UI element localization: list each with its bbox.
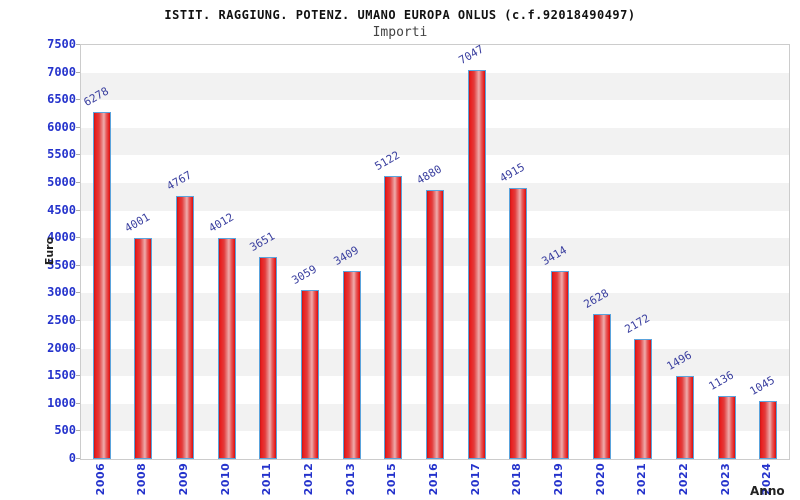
x-tick-label-2016: 2016 [427,462,440,496]
y-tick-label: 2500 [47,313,76,327]
y-tick-label: 1000 [47,395,76,410]
bar-2006 [92,112,111,459]
y-tick-mark [76,237,80,239]
y-tick-mark [76,264,80,266]
bar-2022 [675,376,694,459]
bar-2009 [176,195,195,459]
y-tick-mark [76,44,80,45]
x-tick-label-2023: 2023 [718,462,732,496]
y-tick-label: 3500 [47,257,76,272]
chart-subtitle: Importi [372,25,428,40]
bar-2020 [592,313,611,459]
plot-area: 6278 4001 4767 4012 3651 3059 3409 5122 4880 7047… [80,42,790,460]
bar-2024 [759,401,778,459]
y-tick-mark [76,292,80,294]
y-tick-mark [76,154,80,156]
y-tick-label: 3000 [47,285,76,300]
bar-2021 [634,339,653,459]
grid-band [81,72,789,101]
x-tick-label-2022: 2022 [676,462,690,496]
y-tick-mark [76,209,80,211]
bar-2023 [717,396,736,459]
y-tick-label: 5500 [47,147,76,162]
y-tick-label: 6500 [47,92,76,107]
chart-title: ISTIT. RAGGIUNG. POTENZ. UMANO EUROPA ON… [164,8,636,22]
y-tick-mark [76,99,80,101]
x-tick-label-2011: 2011 [260,462,274,496]
bar-2019 [550,270,569,459]
y-tick-label: 500 [54,423,76,438]
y-tick-mark [76,71,80,73]
x-tick-label-2008: 2008 [135,462,149,496]
y-tick-label: 1500 [47,368,76,383]
y-tick-mark [76,402,80,404]
bar-2008 [134,238,153,459]
bar-2010 [217,237,236,459]
x-tick-label-2010: 2010 [218,462,232,496]
x-tick-label-2012: 2012 [302,462,316,496]
y-tick-label: 0 [68,451,76,465]
x-tick-label-2017: 2017 [468,462,482,496]
x-axis-title: Anno [750,484,785,498]
bar-2011 [259,257,278,459]
bar-2017 [467,70,486,459]
bar-2016 [426,189,444,459]
grid-band [81,155,789,183]
y-tick-mark [76,430,80,432]
y-tick-mark [76,320,80,321]
grid-band [81,100,789,128]
grid-band [81,127,789,156]
y-tick-mark [76,182,80,183]
y-tick-label: 2000 [47,340,76,355]
x-tick-label-2006: 2006 [93,462,107,496]
y-tick-mark [76,347,80,349]
y-tick-mark [76,375,80,377]
bar-2012 [301,290,320,459]
x-tick-label-2009: 2009 [177,462,191,496]
x-tick-label-2015: 2015 [385,462,399,496]
y-tick-label: 7500 [47,37,76,51]
x-tick-label-2020: 2020 [593,462,607,496]
y-tick-label: 5000 [47,175,76,189]
y-tick-mark [76,458,80,459]
bar-2013 [342,270,361,459]
y-axis-title: Euro [43,236,56,266]
x-tick-label-2021: 2021 [635,462,649,496]
grid-band [81,45,789,73]
x-tick-label-2013: 2013 [343,462,357,496]
y-tick-label: 4500 [47,202,76,217]
x-tick-label-2018: 2018 [510,462,524,496]
x-tick-label-2019: 2019 [551,462,565,496]
y-tick-label: 7000 [47,64,76,79]
y-tick-mark [76,126,80,128]
bar-2015 [384,176,403,459]
y-tick-label: 6000 [47,119,76,134]
bar-2018 [509,187,528,459]
y-tick-label: 4000 [47,230,76,245]
